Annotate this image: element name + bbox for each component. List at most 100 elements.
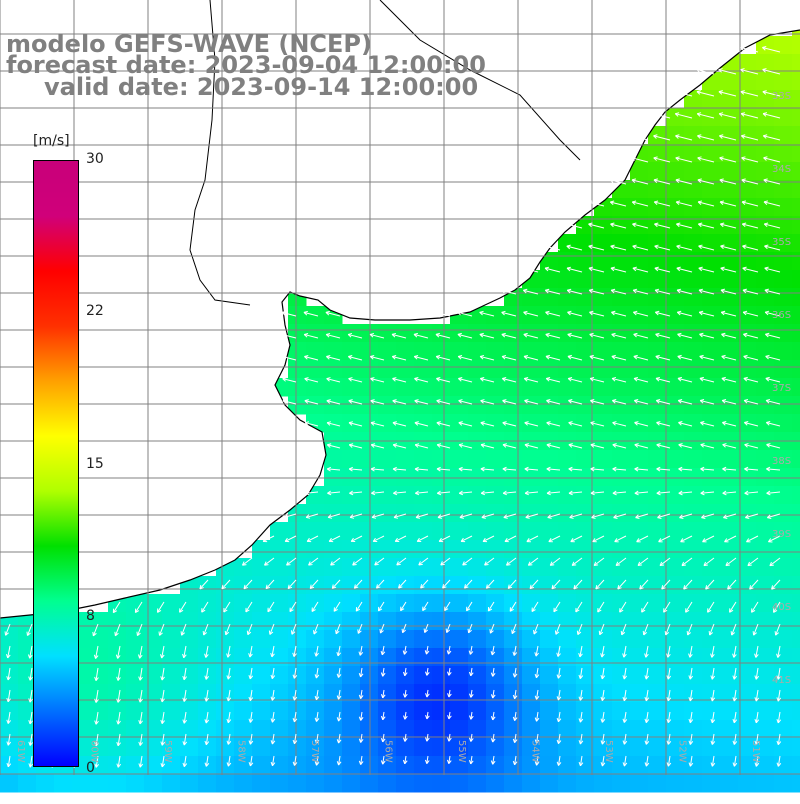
field-cell (180, 594, 199, 613)
field-cell (450, 666, 469, 685)
field-cell (684, 306, 703, 325)
field-cell (540, 396, 559, 415)
field-cell (666, 198, 685, 217)
field-cell (450, 774, 469, 793)
field-cell (684, 162, 703, 181)
field-cell (342, 612, 361, 631)
field-cell (468, 576, 487, 595)
field-cell (630, 486, 649, 505)
lat-label: 40S (772, 602, 791, 613)
field-cell (522, 450, 541, 469)
field-cell (774, 720, 793, 739)
field-cell (702, 612, 721, 631)
field-cell (360, 576, 379, 595)
field-cell (144, 648, 163, 667)
field-cell (288, 306, 307, 325)
field-cell (684, 414, 703, 433)
field-cell (486, 702, 505, 721)
field-cell (216, 720, 235, 739)
field-cell (522, 540, 541, 559)
field-cell (378, 720, 397, 739)
lon-label: 52W (677, 740, 688, 763)
colorbar-tick-30: 30 (86, 151, 104, 167)
field-cell (288, 702, 307, 721)
field-cell (738, 540, 757, 559)
field-cell (504, 774, 523, 793)
field-cell (468, 378, 487, 397)
field-cell (252, 648, 271, 667)
field-cell (648, 504, 667, 523)
field-cell (702, 720, 721, 739)
field-cell (504, 324, 523, 343)
field-cell (630, 720, 649, 739)
field-cell (234, 576, 253, 595)
field-cell (432, 468, 451, 487)
field-cell (540, 666, 559, 685)
field-cell (432, 396, 451, 415)
field-cell (684, 342, 703, 361)
field-cell (774, 342, 793, 361)
field-cell (468, 504, 487, 523)
field-cell (612, 504, 631, 523)
field-cell (306, 576, 325, 595)
field-cell (702, 774, 721, 793)
field-cell (594, 252, 613, 271)
field-cell (774, 270, 793, 289)
field-cell (216, 756, 235, 775)
field-cell (684, 234, 703, 253)
field-cell (756, 180, 775, 199)
field-cell (684, 486, 703, 505)
field-cell (396, 324, 415, 343)
field-cell (216, 612, 235, 631)
field-cell (774, 198, 793, 217)
field-cell (522, 648, 541, 667)
lat-label: 35S (772, 237, 791, 248)
field-cell (288, 360, 307, 379)
field-cell (162, 774, 181, 793)
field-cell (288, 774, 307, 793)
field-cell (648, 360, 667, 379)
field-cell (486, 360, 505, 379)
lon-label: 57W (309, 740, 320, 763)
field-cell (522, 630, 541, 649)
field-cell (648, 468, 667, 487)
field-cell (378, 324, 397, 343)
field-cell (684, 504, 703, 523)
field-cell (720, 576, 739, 595)
field-cell (468, 774, 487, 793)
field-cell (360, 630, 379, 649)
field-cell (450, 540, 469, 559)
field-cell (630, 468, 649, 487)
field-cell (306, 612, 325, 631)
field-cell (792, 576, 800, 595)
field-cell (522, 702, 541, 721)
field-cell (270, 774, 289, 793)
field-cell (432, 486, 451, 505)
field-cell (540, 540, 559, 559)
field-cell (756, 504, 775, 523)
field-cell (630, 450, 649, 469)
field-cell (342, 504, 361, 523)
field-cell (360, 360, 379, 379)
field-cell (792, 396, 800, 415)
field-cell (432, 738, 451, 757)
field-cell (792, 162, 800, 181)
field-cell (702, 558, 721, 577)
field-cell (558, 558, 577, 577)
field-cell (108, 666, 127, 685)
field-cell (792, 540, 800, 559)
field-cell (792, 756, 800, 775)
field-cell (756, 648, 775, 667)
field-cell (378, 702, 397, 721)
field-cell (684, 630, 703, 649)
colorbar-tick-22: 22 (86, 303, 104, 319)
field-cell (414, 774, 433, 793)
field-cell (774, 756, 793, 775)
colorbar-units: [m/s] (33, 133, 70, 149)
field-cell (360, 414, 379, 433)
field-cell (414, 648, 433, 667)
field-cell (774, 540, 793, 559)
field-cell (0, 774, 19, 793)
field-cell (252, 576, 271, 595)
field-cell (360, 396, 379, 415)
